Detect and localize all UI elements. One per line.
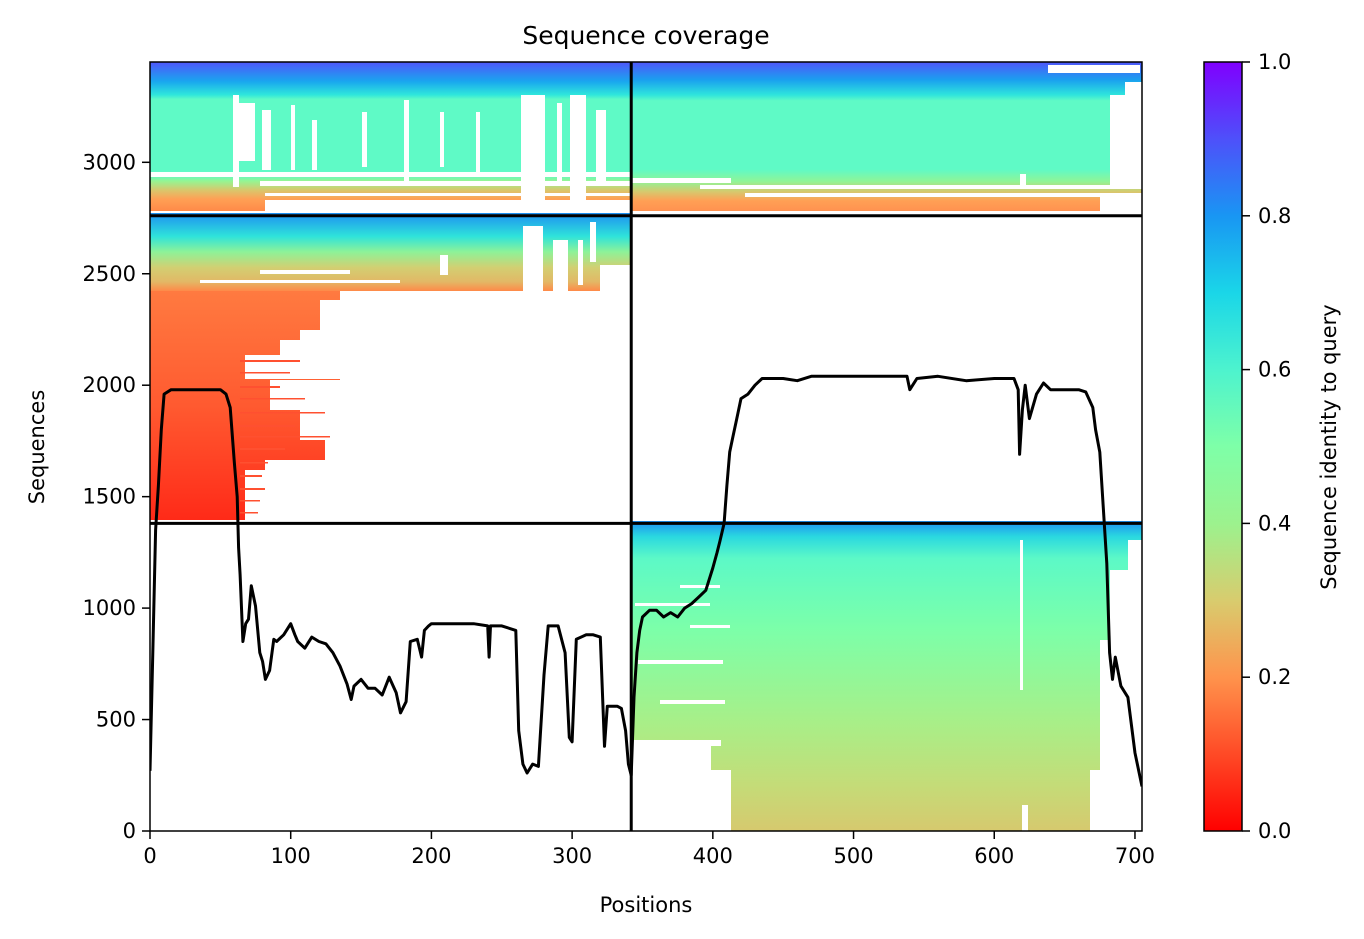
coverage-heatmap xyxy=(150,62,1142,831)
y-tick-label: 0 xyxy=(123,819,136,843)
y-tick-label: 1000 xyxy=(83,596,136,620)
x-axis-ticks: 0 100 200 300 400 500 600 700 xyxy=(143,831,1155,868)
chain-a-top-gaps xyxy=(200,222,631,291)
x-tick-label: 200 xyxy=(411,844,451,868)
colorbar-tick-label: 0.4 xyxy=(1258,511,1291,535)
colorbar-label: Sequence identity to query xyxy=(1317,304,1341,589)
x-tick-label: 0 xyxy=(143,844,156,868)
x-tick-label: 100 xyxy=(271,844,311,868)
y-tick-label: 2500 xyxy=(83,262,136,286)
paired-left-gaps xyxy=(150,95,631,211)
colorbar-tick-label: 0.8 xyxy=(1258,204,1291,228)
x-tick-label: 700 xyxy=(1115,844,1155,868)
x-tick-label: 400 xyxy=(693,844,733,868)
chain-b-gaps xyxy=(631,540,1142,831)
x-tick-label: 500 xyxy=(833,844,873,868)
colorbar-tick-label: 0.0 xyxy=(1258,819,1291,843)
coverage-line xyxy=(150,374,1142,787)
paired-block-left xyxy=(150,62,631,211)
coverage-line-group xyxy=(150,374,1142,787)
y-tick-label: 500 xyxy=(96,708,136,732)
chart-title: Sequence coverage xyxy=(522,21,769,50)
chain-a-block-top xyxy=(150,213,631,291)
paired-right-gaps xyxy=(631,65,1142,211)
colorbar-tick-label: 0.6 xyxy=(1258,358,1291,382)
y-tick-label: 1500 xyxy=(83,485,136,509)
x-tick-label: 600 xyxy=(974,844,1014,868)
plot-frame xyxy=(149,61,1143,832)
x-axis-label: Positions xyxy=(600,893,693,917)
y-tick-label: 3000 xyxy=(83,150,136,174)
y-axis-label: Sequences xyxy=(25,390,49,505)
block-dividers xyxy=(150,62,1142,831)
y-tick-label: 2000 xyxy=(83,373,136,397)
colorbar-ticks: 0.0 0.2 0.4 0.6 0.8 1.0 xyxy=(1242,50,1291,843)
colorbar-tick-label: 1.0 xyxy=(1258,50,1291,74)
y-axis-ticks: 0 500 1000 1500 2000 2500 3000 xyxy=(83,150,150,843)
x-tick-label: 300 xyxy=(552,844,592,868)
chain-a-low-strands xyxy=(240,360,330,514)
colorbar-tick-label: 0.2 xyxy=(1258,665,1291,689)
colorbar xyxy=(1203,61,1243,832)
chain-a-low-ragged xyxy=(245,291,631,520)
